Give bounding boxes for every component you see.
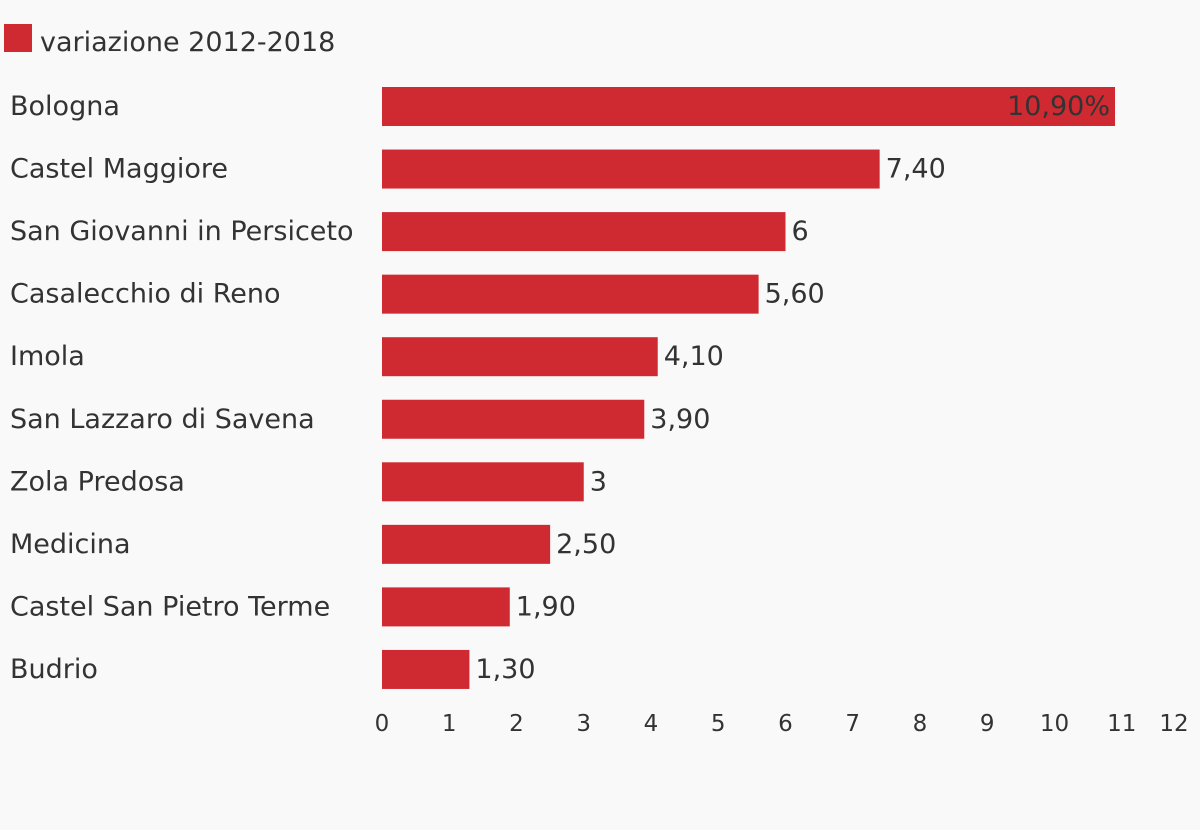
bar <box>382 337 658 377</box>
legend-swatch <box>4 24 32 52</box>
value-label: 2,50 <box>556 529 616 560</box>
bar <box>382 87 1116 126</box>
x-tick-label: 10 <box>1040 711 1069 737</box>
x-tick-label: 8 <box>913 711 928 737</box>
x-axis: 0 1 2 3 4 5 6 7 8 9 10 11 12 <box>375 711 1189 737</box>
category-label: San Lazzaro di Savena <box>10 404 315 435</box>
category-label: Medicina <box>10 529 131 560</box>
x-tick-label: 6 <box>778 711 793 737</box>
x-tick-label: 11 <box>1107 711 1136 737</box>
x-tick-label: 4 <box>644 711 659 737</box>
value-label: 6 <box>792 216 809 247</box>
category-label: Castel San Pietro Terme <box>10 591 330 622</box>
value-label: 1,90 <box>516 591 576 622</box>
value-labels: 10,90% 7,40 6 5,60 4,10 3,90 3 2,50 1,90 1,30 <box>475 91 1110 685</box>
value-label: 3,90 <box>650 404 710 435</box>
x-tick-label: 0 <box>375 711 390 737</box>
bar <box>382 212 786 252</box>
bar <box>382 149 880 189</box>
category-label: Bologna <box>10 91 120 122</box>
bar <box>382 524 551 564</box>
x-tick-label: 3 <box>576 711 591 737</box>
category-label: Casalecchio di Reno <box>10 279 281 310</box>
x-tick-label: 2 <box>509 711 524 737</box>
value-label: 4,10 <box>664 341 724 372</box>
x-tick-label: 1 <box>442 711 457 737</box>
category-label: San Giovanni in Persiceto <box>10 216 354 247</box>
bar <box>382 399 645 439</box>
category-label: Budrio <box>10 654 98 685</box>
category-label: Zola Predosa <box>10 466 185 497</box>
category-label: Imola <box>10 341 85 372</box>
legend: variazione 2012-2018 <box>4 24 335 58</box>
bar <box>382 462 584 502</box>
x-tick-label: 12 <box>1159 711 1188 737</box>
x-tick-label: 9 <box>980 711 995 737</box>
x-tick-label: 5 <box>711 711 726 737</box>
category-label: Castel Maggiore <box>10 154 228 185</box>
bar <box>382 649 470 689</box>
value-label: 3 <box>590 466 607 497</box>
bars <box>382 87 1116 689</box>
value-label: 5,60 <box>765 279 825 310</box>
legend-label: variazione 2012-2018 <box>40 27 335 58</box>
category-labels: Bologna Castel Maggiore San Giovanni in Pe… <box>10 91 354 685</box>
value-label: 1,30 <box>475 654 535 685</box>
bar <box>382 274 759 314</box>
bar <box>382 587 510 627</box>
x-tick-label: 7 <box>845 711 860 737</box>
value-label: 10,90% <box>1007 91 1110 122</box>
value-label: 7,40 <box>886 154 946 185</box>
